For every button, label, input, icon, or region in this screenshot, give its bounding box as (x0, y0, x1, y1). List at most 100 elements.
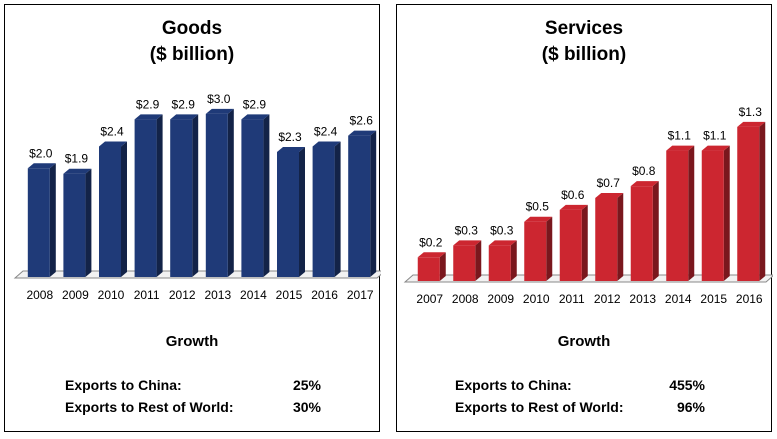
x-tick-label: 2011 (134, 288, 160, 302)
bar-top (241, 114, 270, 120)
x-tick-label: 2011 (559, 292, 585, 305)
growth-value: 30% (292, 399, 321, 415)
bar (134, 114, 163, 277)
data-label: $0.3 (455, 223, 479, 237)
chart-subtitle: ($ billion) (541, 44, 627, 65)
bar-front (559, 209, 582, 281)
bar-front (595, 198, 618, 281)
data-label: $2.3 (278, 130, 302, 144)
data-label: $0.3 (490, 223, 514, 237)
bar (348, 130, 377, 277)
data-label: $1.1 (703, 129, 727, 143)
bar-side (723, 145, 730, 281)
data-label: $0.6 (561, 188, 585, 202)
growth-label: Exports to China: (65, 377, 182, 393)
data-label: $2.9 (243, 97, 267, 111)
bar-front (170, 119, 193, 277)
x-tick-label: 2014 (665, 292, 692, 305)
chart-subtitle: ($ billion) (149, 44, 235, 65)
services-bar-chart: $0.2 2007 $0.3 2008 $0.3 2009 $0.5 2010 $0.6 2011… (403, 105, 773, 305)
data-label: $2.9 (172, 97, 196, 111)
x-tick-label: 2009 (487, 292, 514, 305)
x-tick-label: 2012 (169, 288, 196, 302)
bar-side (263, 114, 270, 277)
bar-side (439, 252, 446, 281)
bar-front (417, 257, 440, 281)
bar (488, 240, 517, 281)
x-tick-label: 2009 (62, 288, 89, 302)
goods-panel: Goods ($ billion) $2.0 2008 $1.9 2009 $2.4 20… (4, 4, 381, 432)
x-tick-label: 2016 (736, 292, 763, 305)
bar-front (701, 150, 724, 281)
bar-front (277, 151, 299, 277)
bar-side (759, 121, 766, 281)
x-tick-label: 2007 (416, 292, 443, 305)
services-panel: Services ($ billion) $0.2 2007 $0.3 2008 $0.… (396, 4, 773, 432)
bar (241, 114, 270, 277)
growth-value: 455% (669, 377, 705, 393)
bar-side (49, 163, 56, 277)
bar-side (581, 204, 588, 281)
bar (524, 216, 553, 281)
bar-side (85, 168, 92, 277)
bar-side (299, 146, 305, 277)
data-label: $2.6 (350, 114, 374, 128)
bar-side (370, 130, 377, 277)
data-label: $2.9 (136, 97, 160, 111)
bar-side (688, 145, 695, 281)
bar-top (453, 240, 482, 246)
x-tick-label: 2008 (26, 288, 53, 302)
x-tick-label: 2010 (523, 292, 550, 305)
bar (63, 168, 92, 277)
data-label: $1.3 (739, 105, 763, 119)
bar-top (27, 163, 56, 169)
bar-top (524, 216, 553, 222)
bar-front (312, 146, 335, 277)
bar-side (652, 181, 659, 281)
bar (170, 114, 199, 277)
x-tick-label: 2013 (629, 292, 656, 305)
bar-front (63, 173, 86, 277)
bar (630, 181, 659, 281)
bar-side (475, 240, 482, 281)
growth-heading: Growth (165, 333, 219, 350)
bar-top (417, 252, 446, 258)
x-tick-label: 2015 (700, 292, 727, 305)
bar-top (63, 168, 92, 174)
chart-title: Services (544, 18, 624, 39)
chart-title: Goods (161, 18, 223, 39)
bar-side (617, 193, 624, 281)
data-label: $3.0 (207, 92, 231, 106)
bar (666, 145, 695, 281)
bar-top (737, 121, 766, 127)
x-tick-label: 2015 (276, 288, 303, 302)
bar-top (170, 114, 199, 120)
x-tick-label: 2016 (311, 288, 338, 302)
data-label: $0.2 (419, 235, 443, 249)
bar-top (277, 146, 305, 152)
bar (559, 204, 588, 281)
bar-front (488, 245, 511, 281)
bar (205, 108, 234, 277)
bar-top (666, 145, 695, 151)
x-tick-label: 2008 (452, 292, 479, 305)
growth-heading: Growth (557, 333, 611, 350)
goods-bar-chart: $2.0 2008 $1.9 2009 $2.4 2010 $2.9 2011 $2.9 2012… (13, 92, 381, 302)
bar-side (510, 240, 517, 281)
growth-label: Exports to Rest of World: (455, 399, 624, 415)
bar (417, 252, 446, 281)
x-tick-label: 2013 (204, 288, 231, 302)
bar-top (348, 130, 377, 136)
bar-side (156, 114, 163, 277)
data-label: $2.0 (29, 146, 53, 160)
growth-label: Exports to Rest of World: (65, 399, 234, 415)
bar (312, 141, 341, 277)
bar-top (134, 114, 163, 120)
bar-top (99, 141, 127, 147)
data-label: $2.4 (100, 125, 124, 139)
bar (99, 141, 127, 277)
bar-front (134, 119, 157, 277)
bar (277, 146, 305, 277)
data-label: $0.8 (632, 164, 656, 178)
bar-top (559, 204, 588, 210)
